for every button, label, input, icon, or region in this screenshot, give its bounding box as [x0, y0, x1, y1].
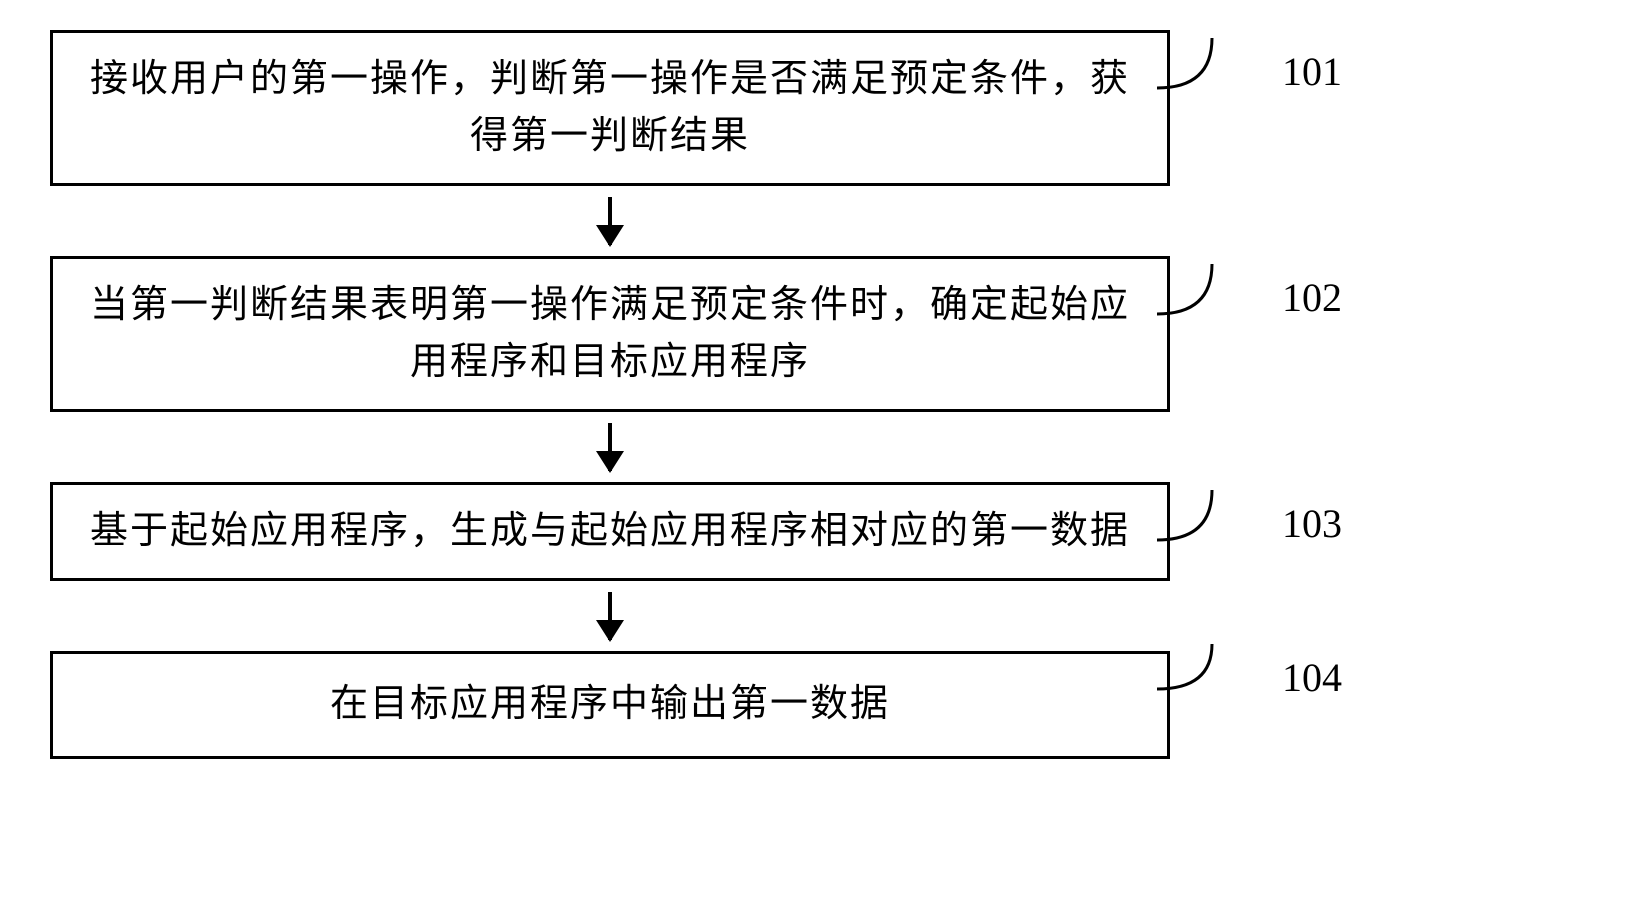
arrow-1-2 [50, 186, 1170, 256]
arrow-3-4 [50, 581, 1170, 651]
label-104: 104 [1282, 654, 1342, 701]
arrow-2-3 [50, 412, 1170, 482]
flow-step-102: 当第一判断结果表明第一操作满足预定条件时，确定起始应用程序和目标应用程序 102 [50, 256, 1170, 412]
flow-step-103: 基于起始应用程序，生成与起始应用程序相对应的第一数据 103 [50, 482, 1170, 581]
connector-104 [1157, 634, 1257, 704]
flow-step-102-text: 当第一判断结果表明第一操作满足预定条件时，确定起始应用程序和目标应用程序 [83, 277, 1137, 391]
flow-step-101-text: 接收用户的第一操作，判断第一操作是否满足预定条件，获得第一判断结果 [83, 51, 1137, 165]
flowchart-container: 接收用户的第一操作，判断第一操作是否满足预定条件，获得第一判断结果 101 当第… [50, 30, 1350, 759]
flow-step-104-text: 在目标应用程序中输出第一数据 [330, 682, 890, 728]
label-103: 103 [1282, 500, 1342, 547]
flow-step-103-text: 基于起始应用程序，生成与起始应用程序相对应的第一数据 [90, 503, 1130, 560]
connector-101 [1157, 28, 1257, 98]
connector-103 [1157, 480, 1257, 550]
flow-step-101: 接收用户的第一操作，判断第一操作是否满足预定条件，获得第一判断结果 101 [50, 30, 1170, 186]
label-101: 101 [1282, 48, 1342, 95]
label-102: 102 [1282, 274, 1342, 321]
connector-102 [1157, 254, 1257, 324]
flow-step-104: 在目标应用程序中输出第一数据 104 [50, 651, 1170, 759]
